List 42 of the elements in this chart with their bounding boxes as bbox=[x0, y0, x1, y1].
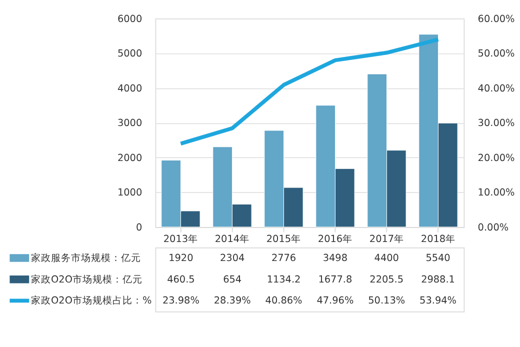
data-label: 4400 bbox=[374, 252, 399, 264]
data-label: 654 bbox=[223, 274, 242, 286]
y2-tick-label: 30.00% bbox=[478, 118, 515, 130]
data-label: 23.98% bbox=[162, 296, 200, 307]
x-tick-label: 2016年 bbox=[318, 233, 353, 246]
x-tick-label: 2018年 bbox=[420, 233, 456, 246]
data-label: 40.86% bbox=[265, 296, 302, 307]
data-label: 47.96% bbox=[316, 296, 354, 307]
y-tick-label: 0 bbox=[136, 222, 142, 234]
line-series bbox=[178, 38, 440, 146]
y2-tick-label: 10.00% bbox=[478, 188, 515, 199]
y-tick-label: 6000 bbox=[117, 14, 142, 25]
y2-tick-label: 50.00% bbox=[478, 48, 515, 60]
data-label: 28.39% bbox=[214, 296, 251, 307]
data-label: 1920 bbox=[168, 252, 194, 264]
x-tick-label: 2014年 bbox=[214, 233, 250, 246]
legend-label: 家政服务市场规模：亿元 bbox=[31, 252, 142, 264]
data-label: 53.94% bbox=[420, 296, 456, 307]
data-label: 3498 bbox=[322, 252, 348, 264]
data-label: 2776 bbox=[271, 252, 296, 264]
data-label: 5540 bbox=[426, 252, 450, 264]
legend-label: 家政O2O市场规模：亿元 bbox=[31, 273, 142, 286]
y2-tick-label: 20.00% bbox=[478, 152, 515, 164]
data-label: 50.13% bbox=[368, 296, 406, 307]
y2-tick-label: 60.00% bbox=[478, 14, 515, 25]
data-label: 2304 bbox=[220, 252, 245, 264]
x-tick-label: 2017年 bbox=[369, 233, 404, 246]
data-label: 2205.5 bbox=[370, 274, 404, 286]
y2-tick-label: 0.00% bbox=[478, 222, 509, 234]
y-tick-label: 4000 bbox=[117, 83, 142, 94]
data-label: 2988.1 bbox=[421, 274, 455, 286]
y-tick-label: 1000 bbox=[117, 188, 142, 199]
data-label: 1677.8 bbox=[318, 274, 352, 286]
legend-label: 家政O2O市场规模占比：% bbox=[31, 294, 152, 307]
y-tick-label: 5000 bbox=[117, 48, 142, 60]
data-label: 1134.2 bbox=[266, 274, 301, 286]
x-tick-label: 2015年 bbox=[266, 233, 302, 246]
y2-tick-label: 40.00% bbox=[478, 83, 515, 94]
data-label: 460.5 bbox=[167, 274, 195, 286]
x-tick-label: 2013年 bbox=[163, 233, 198, 246]
y-tick-label: 2000 bbox=[117, 152, 142, 164]
y-tick-label: 3000 bbox=[117, 118, 142, 130]
